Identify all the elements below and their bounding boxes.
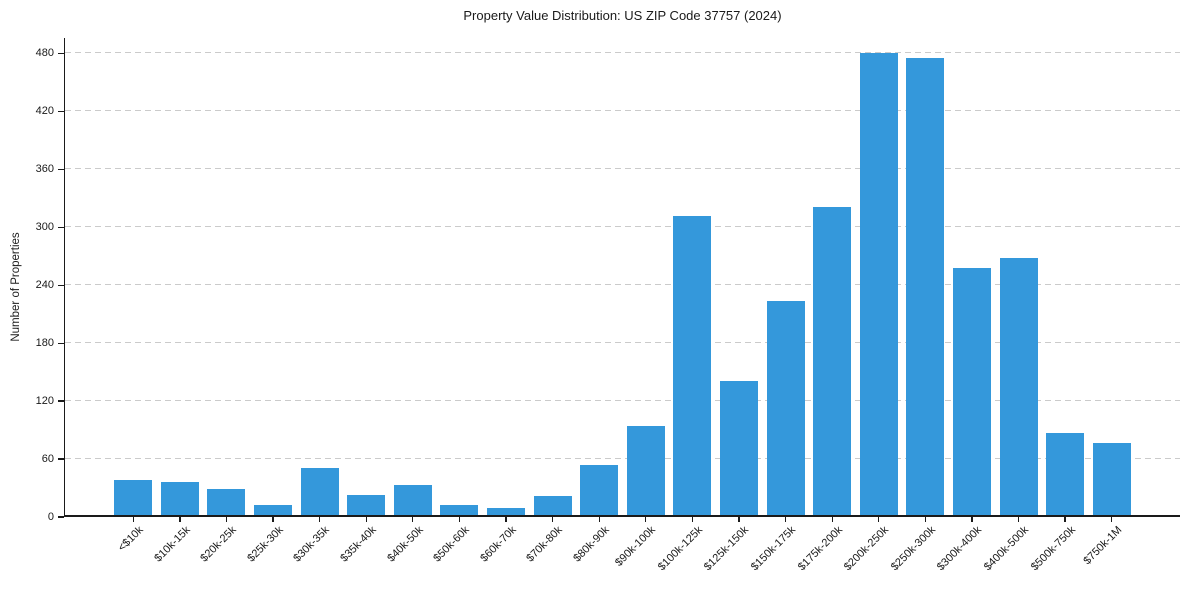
chart-title: Property Value Distribution: US ZIP Code… (463, 8, 782, 23)
y-axis-tick (57, 400, 64, 402)
x-axis-tick (1111, 517, 1113, 522)
x-tick-label: $200k-250k (842, 524, 892, 574)
y-tick-label: 300 (35, 221, 54, 234)
x-tick-label: $750k-1M (1081, 524, 1125, 568)
x-tick-label: $500k-750k (1028, 524, 1078, 574)
bar (300, 468, 339, 516)
y-tick-label: 60 (41, 453, 54, 466)
x-tick-label: $20k-25k (198, 524, 239, 565)
x-tick-label: $125k-150k (702, 524, 752, 574)
bar (254, 504, 293, 516)
x-axis-tick (1017, 517, 1020, 522)
x-tick-label: $80k-90k (571, 524, 612, 565)
bar (580, 465, 619, 516)
y-tick-label: 0 (47, 511, 54, 523)
x-axis-tick (505, 517, 507, 522)
x-axis-tick (225, 517, 228, 522)
x-tick-label: $100k-125k (655, 524, 705, 574)
plot-area: 0 60 120 180 240 300 360 420 480 <$10k $10k-15k $20… (36, 38, 1180, 573)
bar (533, 496, 572, 516)
bar (859, 52, 898, 516)
gridline (65, 457, 1180, 460)
x-axis-tick (272, 517, 274, 522)
bar (952, 268, 991, 516)
x-tick-label: $25k-30k (245, 524, 286, 565)
x-axis-tick (1064, 517, 1066, 522)
x-axis-tick (365, 517, 367, 522)
x-axis-tick (598, 517, 600, 522)
y-tick-label: 240 (35, 279, 54, 292)
y-axis-tick (57, 516, 64, 518)
bar (719, 381, 758, 516)
gridline (65, 52, 1180, 54)
x-axis-tick (738, 517, 740, 522)
y-axis-tick (57, 458, 64, 460)
y-axis-label: Number of Properties (10, 232, 22, 342)
x-axis-tick (551, 517, 554, 522)
x-axis-spine (63, 515, 1180, 517)
y-axis-tick (57, 110, 64, 113)
x-axis-tick (924, 517, 926, 522)
x-tick-label: $150k-175k (748, 524, 799, 574)
x-axis-tick (691, 517, 694, 522)
x-axis-tick (878, 517, 880, 522)
bar (207, 489, 246, 516)
x-tick-label: $250k-300k (888, 524, 938, 574)
y-tick-label: 360 (35, 163, 54, 176)
y-axis-tick (57, 342, 64, 344)
bar (673, 215, 712, 516)
bar (906, 57, 945, 516)
y-tick-label: 480 (35, 47, 54, 60)
x-axis-tick (179, 517, 181, 522)
bar (999, 258, 1038, 516)
gridline (65, 168, 1180, 170)
gridline (65, 341, 1180, 344)
gridline (65, 399, 1180, 402)
bar (1092, 442, 1131, 516)
x-axis-tick (831, 517, 833, 522)
x-axis-tick (645, 517, 647, 522)
bar (813, 207, 852, 516)
y-axis-tick (57, 226, 64, 228)
x-axis-tick (319, 517, 321, 522)
x-tick-label: $35k-40k (338, 524, 379, 565)
x-axis-tick (784, 517, 787, 522)
x-tick-label: $50k-60k (431, 524, 472, 565)
bar (487, 507, 526, 516)
x-axis-tick (412, 517, 414, 522)
bar (114, 479, 153, 516)
x-tick-label: <$10k (115, 524, 146, 554)
gridline (65, 110, 1180, 112)
x-tick-label: $60k-70k (478, 524, 519, 565)
gridline (65, 284, 1180, 286)
y-axis-tick (57, 168, 64, 170)
x-tick-label: $30k-35k (291, 524, 333, 565)
x-tick-label: $70k-80k (524, 524, 566, 565)
x-tick-label: $40k-50k (384, 524, 426, 565)
bar (766, 300, 805, 516)
x-tick-label: $90k-100k (613, 524, 659, 569)
x-axis-tick (458, 517, 461, 522)
bar (1046, 433, 1085, 516)
y-tick-label: 120 (35, 395, 54, 408)
x-tick-label: $400k-500k (981, 524, 1032, 574)
gridline (65, 226, 1180, 228)
y-axis-tick (57, 52, 64, 55)
bar (347, 495, 386, 516)
bar (160, 481, 199, 516)
bar (393, 485, 432, 516)
x-axis-tick (132, 517, 134, 522)
x-tick-label: $300k-400k (935, 524, 985, 574)
x-tick-label: $175k-200k (795, 524, 845, 574)
y-tick-label: 420 (35, 105, 54, 118)
y-axis-spine (63, 38, 65, 517)
y-tick-label: 180 (35, 337, 54, 350)
bar (440, 504, 479, 516)
bar (626, 425, 665, 516)
x-axis-tick (971, 517, 973, 522)
x-tick-label: $10k-15k (151, 524, 193, 565)
y-axis-tick (57, 284, 64, 286)
